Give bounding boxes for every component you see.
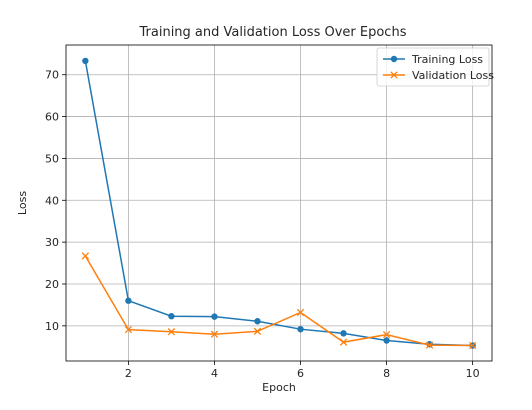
x-axis-label: Epoch	[262, 381, 296, 394]
x-marker-stroke	[124, 325, 133, 334]
x-marker-stroke	[382, 330, 391, 339]
series-layer	[81, 57, 477, 350]
x-marker-stroke	[210, 330, 219, 338]
x-marker-stroke	[468, 341, 477, 350]
training-loss-point	[383, 337, 390, 344]
training-loss-point	[211, 313, 218, 320]
training-loss-point	[125, 297, 132, 304]
validation-loss-point	[253, 327, 262, 335]
legend-label: Validation Loss	[412, 69, 494, 82]
x-marker-stroke	[253, 327, 262, 335]
x-marker-stroke	[167, 328, 176, 336]
legend-box	[376, 47, 490, 87]
x-tick-label: 10	[466, 367, 480, 380]
y-tick-label: 70	[45, 69, 59, 82]
training-loss-point	[254, 318, 261, 325]
validation-loss-point	[167, 328, 176, 336]
legend: Training Loss Validation Loss	[376, 47, 494, 87]
training-loss-point	[168, 313, 175, 320]
legend-item-validation-loss: Validation Loss	[383, 69, 494, 82]
legend-items: Training Loss Validation Loss	[383, 53, 494, 82]
validation-loss-point	[81, 252, 90, 260]
y-tick-label: 60	[45, 111, 59, 124]
training-loss-line	[84, 60, 473, 347]
validation-loss-point	[425, 341, 434, 349]
x-tick-label: 6	[297, 367, 304, 380]
x-tick-label: 8	[383, 367, 390, 380]
legend-marker	[390, 55, 398, 63]
x-axis-ticks: 2 4 6 8 10	[125, 361, 480, 380]
training-loss-point	[82, 57, 89, 65]
validation-loss-point	[339, 338, 348, 346]
training-loss-point	[340, 330, 347, 337]
y-tick-label: 20	[45, 278, 59, 291]
legend-marker	[390, 71, 398, 79]
validation-loss-point	[124, 325, 133, 334]
validation-loss-point	[296, 308, 305, 317]
chart-title: Training and Validation Loss Over Epochs	[139, 25, 407, 40]
x-marker-stroke	[339, 338, 348, 346]
validation-loss-point	[468, 341, 477, 350]
y-tick-label: 30	[45, 236, 59, 249]
validation-loss-line	[84, 255, 473, 347]
y-tick-label: 50	[45, 152, 59, 165]
y-tick-label: 10	[45, 320, 59, 333]
y-axis-label: Loss	[16, 191, 29, 215]
y-axis-ticks: 10 20 30 40 50 60 70	[45, 69, 66, 333]
legend-item-training-loss: Training Loss	[383, 53, 483, 66]
legend-label: Training Loss	[411, 53, 483, 66]
grid	[66, 45, 492, 361]
y-tick-label: 40	[45, 194, 59, 207]
x-tick-label: 4	[211, 367, 218, 380]
validation-loss-point	[210, 330, 219, 338]
validation-loss-point	[382, 330, 391, 339]
training-loss-point	[297, 325, 304, 333]
plot-frame	[65, 44, 493, 362]
x-marker-stroke	[425, 341, 434, 349]
x-marker-stroke	[296, 308, 305, 317]
x-tick-label: 2	[125, 367, 132, 380]
x-marker-stroke	[81, 252, 90, 260]
